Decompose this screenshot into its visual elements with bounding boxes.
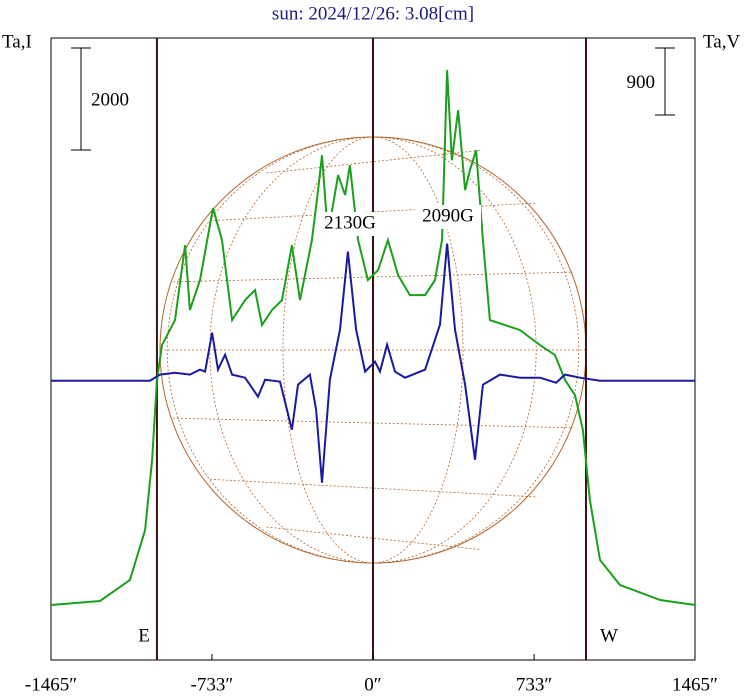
series-line [50,70,696,606]
scale-bar-label: 2000 [91,89,129,110]
x-tick-label: -1465″ [25,674,77,695]
series-line [51,243,695,483]
longitude-line [372,136,537,564]
annotation: 2130G [324,212,376,233]
y2-axis-label: Ta,V [703,31,740,52]
x-tick-label: -733″ [191,674,234,695]
x-tick-label: 0″ [364,674,381,695]
annotation-bg [317,212,383,236]
longitude-line [166,136,374,564]
longitude-line [372,136,580,564]
annotation: W [600,625,618,646]
longitude-line [372,136,464,564]
latitude-line [209,202,537,222]
scale-bar-label: 900 [627,72,656,93]
annotation: E [138,625,150,646]
annotation-bg [415,205,481,229]
x-tick-label: 733″ [516,674,552,695]
x-tick-label: 1465″ [672,674,718,695]
annotation: 2090G [422,205,474,226]
longitude-line [282,136,374,564]
chart-title: sun: 2024/12/26: 3.08[cm] [272,3,474,24]
latitude-line [209,478,537,498]
y-axis-label: Ta,I [2,31,32,52]
